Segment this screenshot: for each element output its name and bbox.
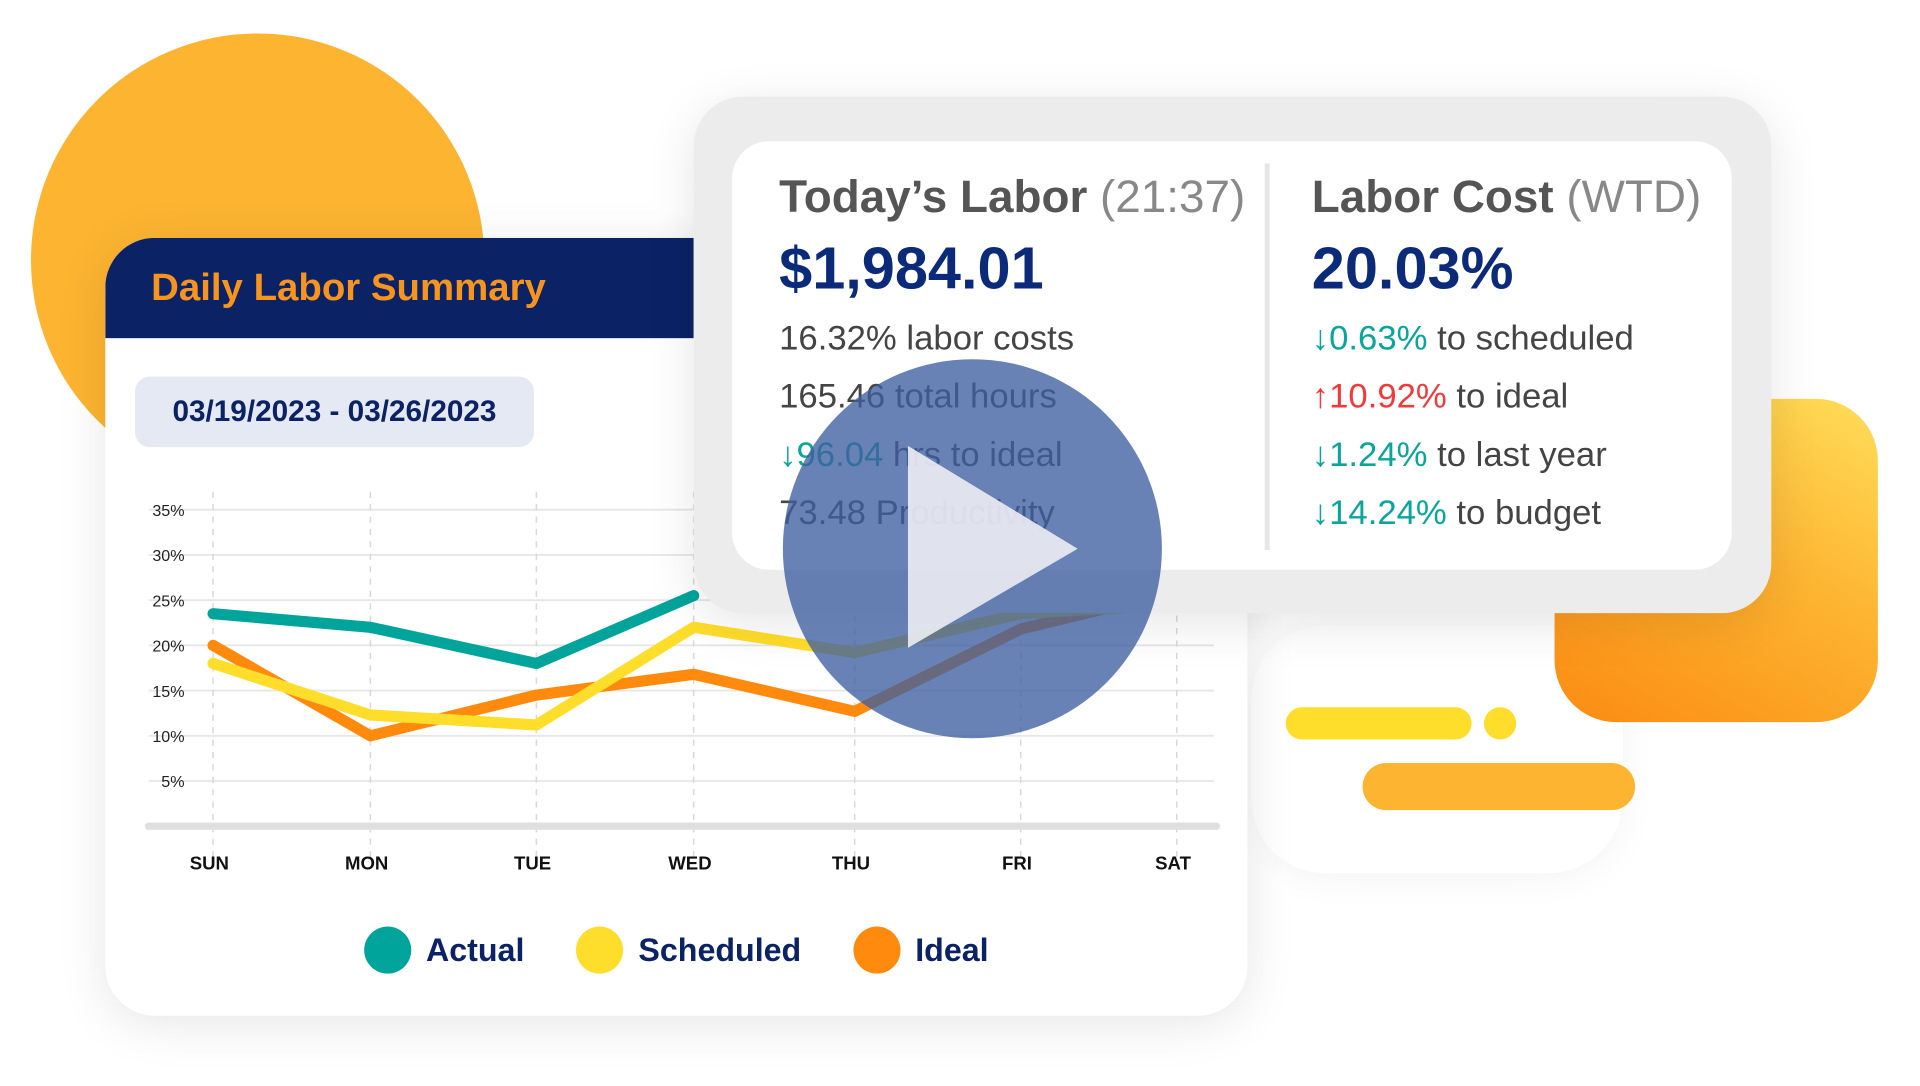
- labor-cost-column: Labor Cost (WTD) 20.03% ↓0.63% to schedu…: [1312, 171, 1702, 536]
- metric-value: 14.24%: [1329, 493, 1447, 532]
- time: (21:37): [1100, 170, 1246, 222]
- labor-cost-title: Labor Cost (WTD): [1312, 171, 1702, 223]
- y-tick-label: 20%: [152, 638, 184, 656]
- title-text: Labor Cost: [1311, 170, 1554, 222]
- series-line-actual: [207, 590, 700, 670]
- x-tick-label: TUE: [514, 853, 551, 874]
- decorative-dot: [1483, 707, 1517, 740]
- divider: [1264, 163, 1270, 550]
- legend-ideal: Ideal: [853, 926, 989, 974]
- arrow-down-icon: ↓: [1311, 318, 1330, 357]
- card-title: Daily Labor Summary: [151, 265, 546, 309]
- arrow-down-icon: ↓: [779, 434, 797, 474]
- decorative-pill: [1362, 763, 1636, 811]
- labor-cost-lines: ↓0.63% to scheduled ↑10.92% to ideal ↓1.24…: [1312, 318, 1702, 536]
- play-video-button[interactable]: [782, 359, 1162, 739]
- legend-label: Scheduled: [638, 930, 802, 969]
- todays-labor-title: Today’s Labor (21:37): [779, 171, 1245, 223]
- x-tick-label: SAT: [1155, 853, 1191, 874]
- arrow-up-icon: ↑: [1311, 376, 1330, 415]
- x-tick-label: WED: [668, 853, 711, 874]
- legend-label: Ideal: [915, 930, 989, 969]
- metric-text: to scheduled: [1427, 318, 1634, 357]
- x-tick-label: MON: [345, 853, 388, 874]
- metric-value: 0.63%: [1329, 318, 1428, 357]
- metric-line: ↓0.63% to scheduled: [1312, 318, 1702, 361]
- play-icon: [907, 445, 1078, 648]
- legend-dot-icon: [853, 926, 901, 974]
- y-tick-label: 15%: [152, 683, 184, 701]
- card-header: Daily Labor Summary: [105, 237, 694, 339]
- y-tick-label: 25%: [152, 592, 184, 610]
- metric-line: 16.32% labor costs: [779, 318, 1245, 361]
- metric-text: to last year: [1427, 434, 1607, 474]
- y-tick-label: 5%: [161, 773, 184, 791]
- x-tick-label: SUN: [190, 853, 229, 874]
- legend-actual: Actual: [364, 926, 525, 974]
- metric-line: ↑10.92% to ideal: [1312, 377, 1702, 420]
- metric-value: 16.32%: [779, 318, 897, 357]
- metric-value: 1.24%: [1329, 434, 1428, 474]
- x-tick-label: THU: [832, 853, 870, 874]
- period: (WTD): [1566, 170, 1702, 222]
- chart-legend: Actual Scheduled Ideal: [105, 926, 1247, 974]
- legend-dot-icon: [364, 926, 412, 974]
- metric-line: ↓1.24% to last year: [1312, 435, 1702, 478]
- x-tick-label: FRI: [1002, 853, 1032, 874]
- metric-value: 10.92%: [1329, 376, 1447, 415]
- metric-text: to budget: [1446, 493, 1602, 532]
- decorative-pill: [1285, 707, 1472, 740]
- labor-cost-percent: 20.03%: [1311, 236, 1514, 303]
- date-range[interactable]: 03/19/2023 - 03/26/2023: [135, 376, 534, 448]
- legend-dot-icon: [576, 926, 624, 974]
- legend-scheduled: Scheduled: [576, 926, 802, 974]
- arrow-down-icon: ↓: [1311, 493, 1330, 532]
- title-text: Today’s Labor: [779, 170, 1088, 222]
- arrow-down-icon: ↓: [1311, 434, 1330, 474]
- y-tick-label: 10%: [152, 728, 184, 746]
- legend-label: Actual: [425, 930, 525, 969]
- metric-line: ↓14.24% to budget: [1312, 493, 1702, 536]
- y-tick-label: 35%: [152, 502, 184, 520]
- metric-text: labor costs: [896, 318, 1075, 357]
- metric-text: to ideal: [1446, 376, 1569, 415]
- y-tick-label: 30%: [152, 547, 184, 565]
- labor-amount: $1,984.01: [779, 236, 1044, 303]
